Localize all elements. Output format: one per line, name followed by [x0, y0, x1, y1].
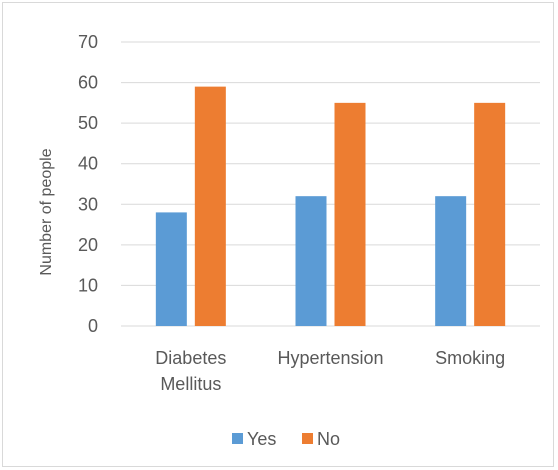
y-tick-label: 70 [78, 32, 98, 52]
x-category-label: Hypertension [277, 348, 383, 368]
y-tick-label: 0 [88, 316, 98, 336]
bar-no-2 [474, 102, 506, 326]
y-tick-label: 30 [78, 194, 98, 214]
x-category-label: Diabetes Mellitus [155, 348, 226, 394]
y-tick-label: 40 [78, 154, 98, 174]
bar-yes-1 [295, 196, 327, 326]
y-axis-ticks: 0 10 20 30 40 50 60 70 [78, 32, 98, 336]
y-tick-label: 60 [78, 73, 98, 93]
bar-yes-0 [155, 212, 187, 326]
y-axis-title: Number of people [38, 148, 55, 275]
x-axis-categories: Diabetes Mellitus Hypertension Smoking [155, 348, 505, 394]
bar-yes-2 [435, 196, 467, 326]
legend-label-yes: Yes [247, 429, 276, 449]
bar-no-1 [334, 102, 366, 326]
gridlines [121, 41, 540, 327]
bars [155, 86, 506, 326]
bar-no-0 [194, 86, 226, 326]
x-category-label: Smoking [435, 348, 505, 368]
legend-label-no: No [317, 429, 340, 449]
y-tick-label: 10 [78, 275, 98, 295]
legend-swatch-no [302, 433, 313, 444]
legend: Yes No [232, 429, 340, 449]
y-tick-label: 20 [78, 235, 98, 255]
legend-swatch-yes [232, 433, 243, 444]
y-tick-label: 50 [78, 113, 98, 133]
